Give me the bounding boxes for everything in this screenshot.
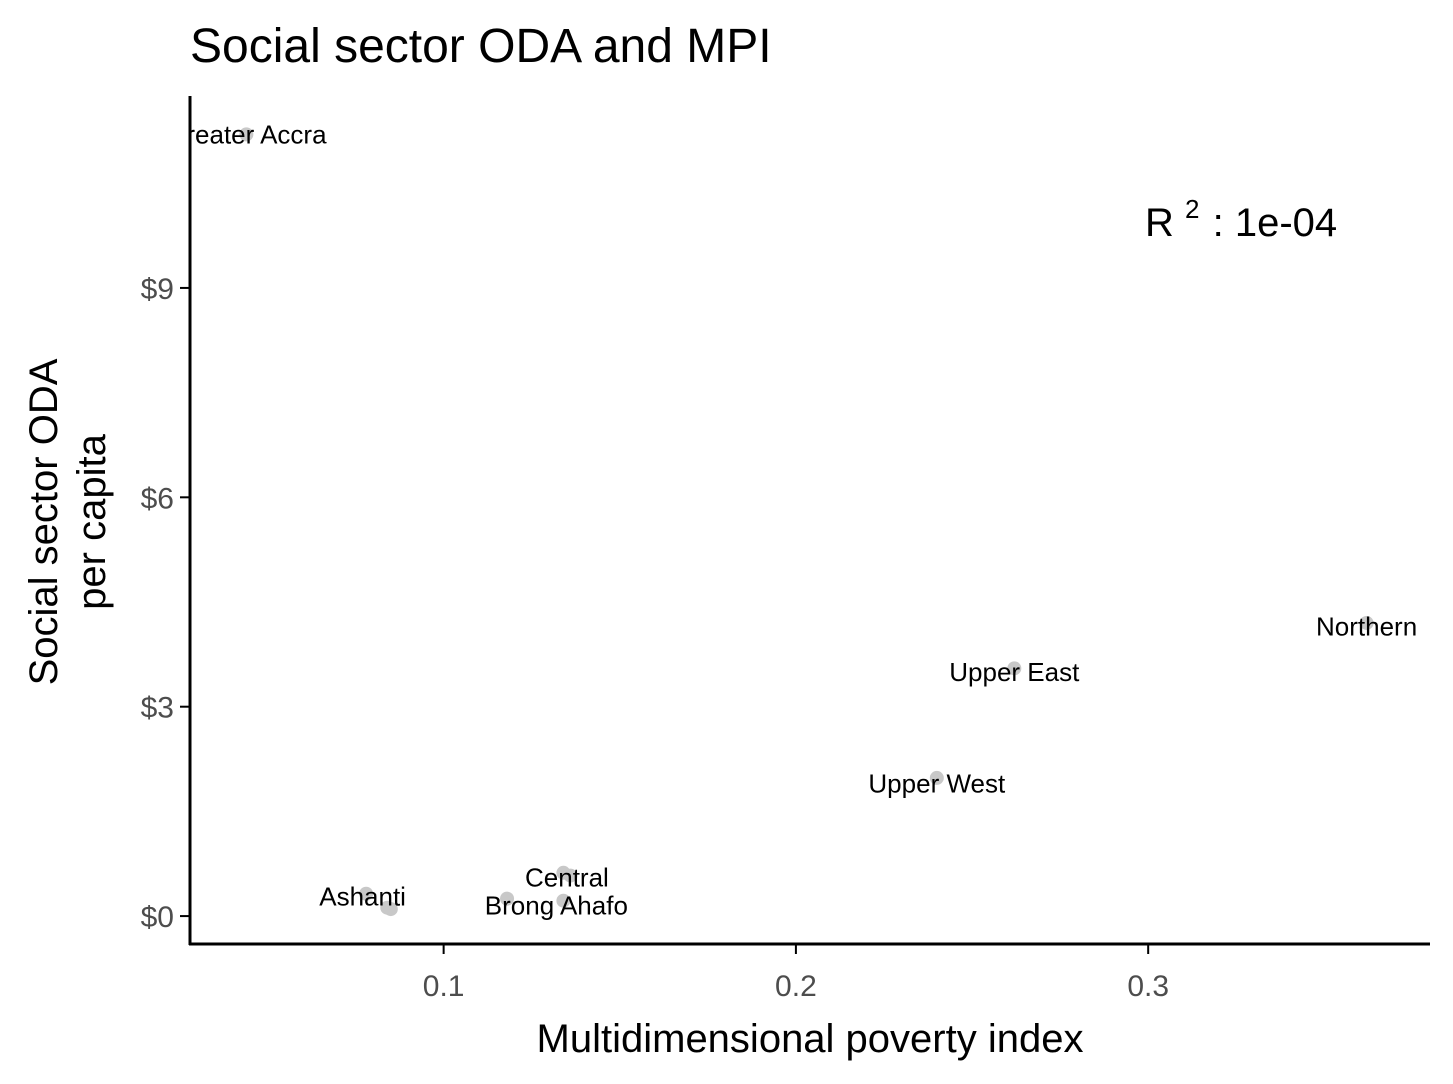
point-label: Upper West (868, 768, 1006, 798)
r-squared-value: : 1e-04 (1213, 201, 1338, 245)
data-point (556, 893, 571, 908)
point-label: Central (525, 863, 609, 893)
y-tick-label: $6 (141, 482, 174, 515)
r-squared-superscript: 2 (1185, 194, 1199, 224)
data-point (500, 891, 515, 906)
x-ticks: 0.1 0.2 0.3 (423, 944, 1169, 1003)
data-point (1007, 661, 1022, 676)
point-label: Ashanti (319, 882, 406, 912)
point-label: Greater Accra (166, 119, 327, 149)
point-labels: Greater Accra Northern Upper East Upper Wes… (166, 119, 1417, 921)
y-axis-title-line-1: Social sector ODA (22, 358, 66, 685)
data-point (239, 127, 254, 142)
y-axis-title-line-2: per capita (70, 433, 114, 609)
x-tick-label: 0.2 (775, 970, 817, 1003)
x-axis-title: Multidimensional poverty index (537, 1017, 1084, 1061)
y-axis-title: Social sector ODA per capita (22, 358, 114, 685)
point-label: Upper East (949, 657, 1080, 687)
r-squared-base: R (1145, 201, 1174, 245)
r-squared-annotation: R 2 : 1e-04 (1145, 183, 1337, 245)
x-tick-label: 0.3 (1127, 970, 1169, 1003)
y-ticks: $0 $3 $6 $9 (141, 273, 190, 934)
y-tick-label: $9 (141, 273, 174, 306)
data-point (929, 770, 944, 785)
data-point (563, 868, 578, 883)
data-points (239, 127, 1374, 917)
y-tick-label: $3 (141, 692, 174, 725)
y-tick-label: $0 (141, 901, 174, 934)
data-point (1359, 615, 1374, 630)
point-label: Northern (1316, 611, 1417, 641)
point-label: Brong Ahafo (485, 891, 628, 921)
data-point (383, 902, 398, 917)
x-tick-label: 0.1 (423, 970, 465, 1003)
data-point (359, 886, 374, 901)
chart-title: Social sector ODA and MPI (190, 20, 772, 73)
